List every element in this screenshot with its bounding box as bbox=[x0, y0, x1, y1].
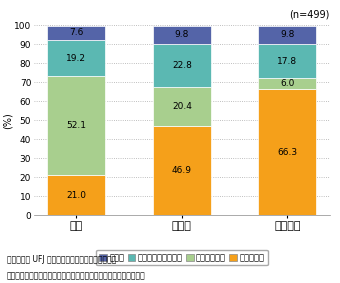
Text: 21.0: 21.0 bbox=[66, 191, 86, 200]
Legend: 無回答, どちらともいえない, 起きていない, 起きている: 無回答, どちらともいえない, 起きていない, 起きている bbox=[96, 250, 268, 265]
Y-axis label: (%): (%) bbox=[3, 112, 13, 129]
Text: 9.8: 9.8 bbox=[280, 31, 294, 39]
Text: (n=499): (n=499) bbox=[289, 10, 330, 20]
Bar bbox=[153, 44, 211, 87]
Bar bbox=[258, 78, 316, 89]
Text: 52.1: 52.1 bbox=[66, 121, 86, 130]
Bar bbox=[48, 76, 105, 175]
Text: 66.3: 66.3 bbox=[277, 148, 298, 157]
Bar bbox=[258, 89, 316, 215]
Text: 「我が国企業の海外事業戦略に関するアンケート調査」から作成。: 「我が国企業の海外事業戦略に関するアンケート調査」から作成。 bbox=[7, 272, 146, 281]
Bar bbox=[153, 26, 211, 44]
Bar bbox=[48, 26, 105, 40]
Bar bbox=[153, 87, 211, 126]
Bar bbox=[48, 175, 105, 215]
Bar bbox=[258, 26, 316, 44]
Text: 9.8: 9.8 bbox=[175, 31, 189, 39]
Text: 19.2: 19.2 bbox=[66, 54, 86, 63]
Text: 46.9: 46.9 bbox=[172, 166, 192, 175]
Text: 資料：三菱 UFJ リサーチアンドコンサルティング: 資料：三菱 UFJ リサーチアンドコンサルティング bbox=[7, 255, 116, 264]
Text: 17.8: 17.8 bbox=[277, 57, 298, 66]
Bar bbox=[258, 44, 316, 78]
Bar bbox=[48, 40, 105, 76]
Text: 6.0: 6.0 bbox=[280, 79, 294, 88]
Bar bbox=[153, 126, 211, 215]
Text: 22.8: 22.8 bbox=[172, 61, 192, 70]
Text: 7.6: 7.6 bbox=[69, 28, 84, 37]
Text: 20.4: 20.4 bbox=[172, 102, 192, 111]
